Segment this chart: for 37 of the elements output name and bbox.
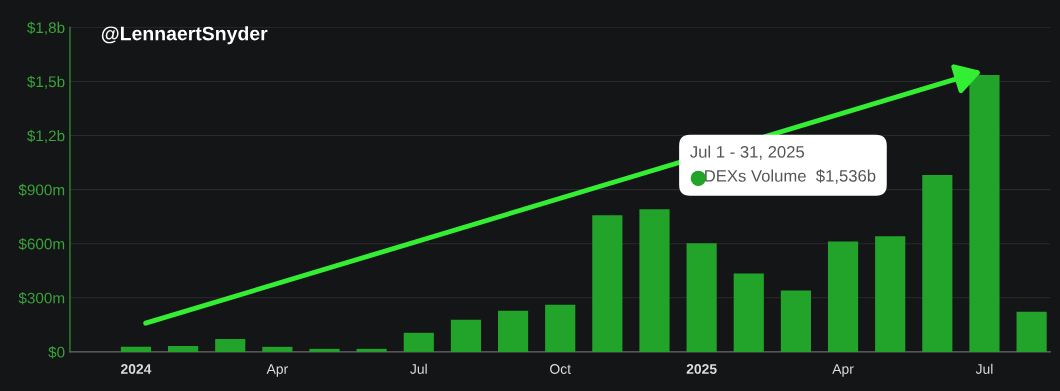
bar [686,243,717,352]
annotation: Jul 1 - 31, 2025 [690,145,805,160]
y-tick-label: $600m [18,237,65,251]
y-tick-label: $900m [18,183,65,197]
bar [497,310,529,352]
bar [450,319,482,352]
bar [215,338,246,352]
bar [120,346,152,352]
bar [309,348,340,352]
bar [262,346,293,352]
y-tick-label: $1,5b [27,75,65,89]
x-tick-label: Jul [410,363,427,374]
y-tick-label: $1,2b [27,129,65,144]
bar [545,304,576,352]
bar [1016,311,1047,352]
bar [827,241,859,352]
bar [733,273,764,352]
annotation: DEXs Volume $1,536b [705,169,876,184]
x-tick-label: 2025 [686,364,717,374]
bar [639,209,670,352]
y-tick-label: $1,8b [27,21,65,35]
y-tick-label: $0 [48,346,65,359]
x-tick-label: Apr [832,364,854,377]
bar [969,74,1000,352]
bar [403,332,434,352]
bar [168,345,199,352]
x-tick-label: 2024 [120,364,152,374]
bar [780,290,811,352]
bar [356,348,387,352]
bar [592,215,623,352]
x-tick-label: Oct [550,364,571,374]
y-tick-label: $300m [18,292,65,305]
bar [922,175,953,352]
x-tick-label: Jul [975,363,993,374]
bar [875,236,906,352]
x-tick-label: Apr [266,364,288,377]
annotation: @LennaertSnyder [101,26,268,45]
